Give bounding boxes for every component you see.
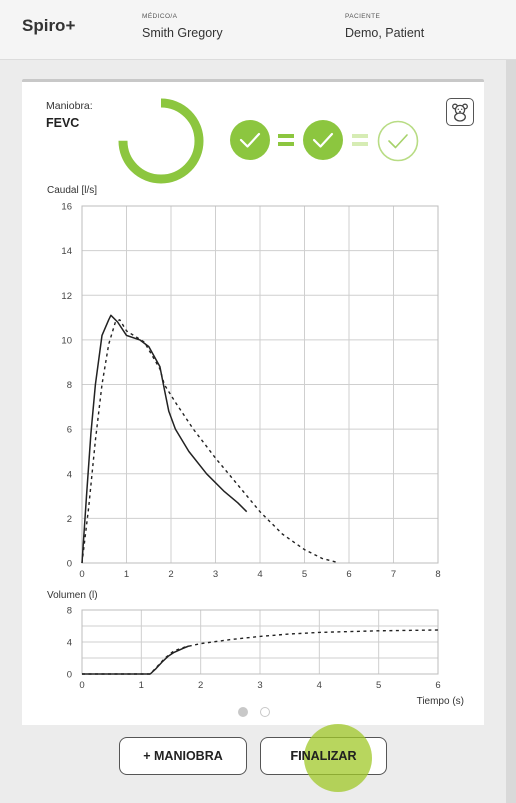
x-tick-label: 0	[79, 569, 84, 580]
x-tick-label: 5	[376, 680, 381, 691]
equals-icon	[278, 134, 294, 146]
y-tick-label: 2	[67, 514, 72, 525]
y-axis-label: Volumen (l)	[47, 590, 98, 601]
pager-dot-active[interactable]	[238, 707, 248, 717]
plot-frame	[81, 609, 439, 675]
doctor-label: MÉDICO/A	[142, 13, 178, 20]
maneuver-label: Maniobra:	[46, 100, 93, 112]
pager-dot-inactive[interactable]	[260, 707, 270, 717]
x-tick-label: 0	[79, 680, 84, 691]
x-axis-label: Tiempo (s)	[417, 696, 464, 707]
card-top-border	[22, 79, 484, 83]
teddy-bear-icon	[452, 103, 468, 122]
x-tick-label: 3	[257, 680, 262, 691]
x-tick-label: 3	[213, 569, 218, 580]
x-tick-label: 7	[391, 569, 396, 580]
y-tick-label: 4	[67, 469, 72, 480]
series-line-dotted	[81, 319, 336, 564]
test-card	[22, 82, 484, 725]
plot-frame	[81, 205, 439, 564]
patient-label: PACIENTE	[345, 13, 381, 20]
scrollbar[interactable]	[506, 60, 516, 803]
top-bar: Spiro+ MÉDICO/A Smith Gregory PACIENTE D…	[0, 0, 516, 60]
series-line-solid	[82, 645, 190, 675]
y-tick-label: 8	[67, 606, 72, 617]
maneuver-name: FEVC	[46, 116, 80, 130]
x-tick-label: 4	[317, 680, 322, 691]
y-axis-label: Caudal [l/s]	[47, 185, 97, 196]
x-tick-label: 4	[257, 569, 262, 580]
add-maneuver-button[interactable]: + MANIOBRA	[119, 737, 247, 775]
check-filled-icon	[303, 120, 343, 160]
x-tick-label: 6	[435, 680, 440, 691]
equals-faded-icon	[352, 134, 368, 146]
x-tick-label: 1	[124, 569, 129, 580]
x-tick-label: 1	[139, 680, 144, 691]
y-tick-label: 14	[61, 246, 72, 257]
doctor-name: Smith Gregory	[142, 26, 223, 40]
pediatric-mode-button[interactable]	[446, 98, 474, 126]
check-outline-icon	[377, 120, 419, 162]
y-tick-label: 6	[67, 425, 72, 436]
series-line-solid	[81, 314, 248, 564]
y-tick-label: 4	[67, 638, 72, 649]
volume-time-chart: 0 1 2 3 4 5 6 0 4 8 Volumen (l) Tiempo (s)	[47, 590, 464, 707]
y-tick-label: 16	[61, 202, 72, 213]
y-tick-label: 8	[67, 380, 72, 391]
y-tick-label: 12	[61, 291, 72, 302]
progress-ring	[118, 98, 204, 184]
x-tick-label: 8	[435, 569, 440, 580]
app-title: Spiro+	[22, 16, 76, 35]
x-tick-label: 2	[168, 569, 173, 580]
y-tick-label: 0	[67, 670, 72, 681]
touch-indicator	[304, 724, 372, 792]
check-filled-icon	[230, 120, 270, 160]
x-tick-label: 2	[198, 680, 203, 691]
y-tick-label: 10	[61, 335, 72, 346]
y-tick-label: 0	[67, 559, 72, 570]
patient-name: Demo, Patient	[345, 26, 425, 40]
x-tick-label: 5	[302, 569, 307, 580]
x-tick-label: 6	[346, 569, 351, 580]
